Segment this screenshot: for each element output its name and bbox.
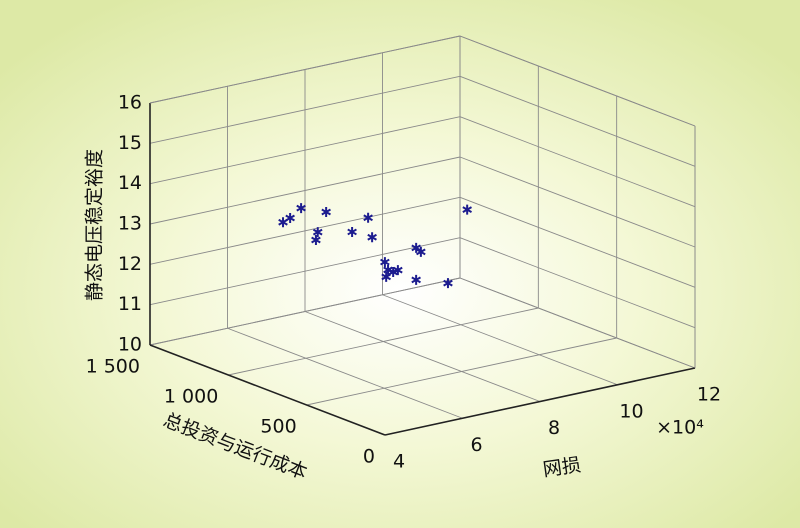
z-tick-label: 10 <box>118 334 142 356</box>
point <box>443 278 453 289</box>
box-edge <box>459 35 696 127</box>
x-tick-label: 12 <box>697 384 721 406</box>
grid-line <box>306 337 617 406</box>
grid-line <box>382 294 618 386</box>
grid-line <box>149 116 461 185</box>
grid-line <box>149 156 461 225</box>
x-tick-label: 4 <box>393 451 405 473</box>
point <box>411 242 421 253</box>
grid-line <box>149 196 461 265</box>
z-tick-label: 16 <box>118 92 142 114</box>
grid-line <box>227 327 463 419</box>
grid-line <box>149 237 461 306</box>
grid-line <box>459 116 696 208</box>
grid-line <box>459 277 696 369</box>
x-tick-label: 10 <box>619 400 643 422</box>
x-axis-line <box>384 367 696 436</box>
z-tick-label: 14 <box>118 172 142 194</box>
z-tick-label: 12 <box>118 253 142 275</box>
x-exponent-label: ×10⁴ <box>656 417 704 439</box>
point <box>296 203 306 214</box>
point <box>285 213 295 224</box>
point <box>347 226 357 237</box>
grid-line <box>304 311 541 402</box>
point <box>367 232 377 243</box>
grid-line <box>459 75 696 167</box>
grid-line <box>459 237 696 329</box>
x-axis-label: 网损 <box>542 454 583 481</box>
x-tick-label: 8 <box>548 417 560 439</box>
point <box>462 204 473 215</box>
point <box>416 246 426 257</box>
y-tick-label: 1 000 <box>164 386 218 408</box>
grid-line <box>459 196 696 288</box>
point <box>312 227 323 238</box>
grid-line <box>228 307 539 376</box>
z-axis-label: 静态电压稳定裕度 <box>84 149 106 301</box>
z-tick-label: 13 <box>118 213 142 235</box>
y-tick-label: 0 <box>363 446 375 468</box>
y-tick-label: 1 500 <box>86 356 140 378</box>
point <box>380 257 390 268</box>
grid-line <box>149 277 461 346</box>
point <box>363 212 373 223</box>
point <box>393 265 403 276</box>
point <box>411 274 421 285</box>
box-edge <box>149 35 461 104</box>
y-axis-line <box>149 344 386 436</box>
point <box>381 271 392 282</box>
point <box>311 234 321 245</box>
grid-line <box>459 156 696 248</box>
point <box>321 206 331 217</box>
x-tick-label: 6 <box>470 434 482 456</box>
y-tick-label: 500 <box>260 416 296 438</box>
z-tick-label: 15 <box>118 132 142 154</box>
z-tick-label: 11 <box>118 293 142 315</box>
grid-line <box>149 75 461 144</box>
